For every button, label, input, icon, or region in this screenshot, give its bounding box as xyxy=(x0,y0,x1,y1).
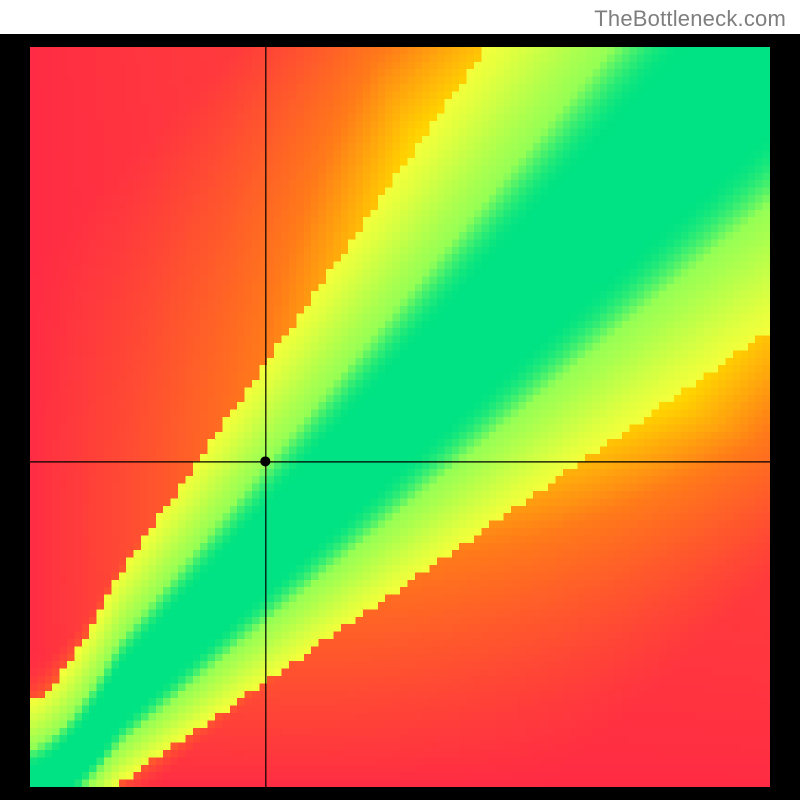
heatmap-canvas xyxy=(30,47,770,787)
plot-background xyxy=(0,34,800,800)
attribution-text: TheBottleneck.com xyxy=(594,6,786,32)
page-root: { "attribution": "TheBottleneck.com", "h… xyxy=(0,0,800,800)
heatmap-plot xyxy=(30,47,770,787)
